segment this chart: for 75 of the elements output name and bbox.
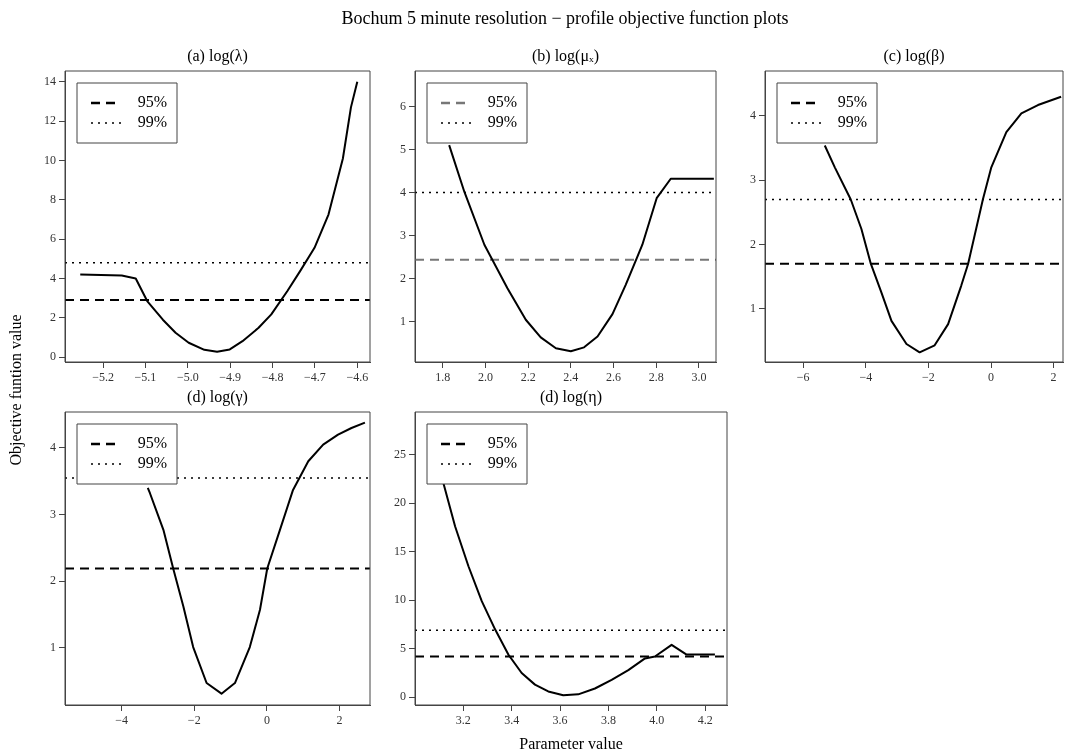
legend-label: 95%	[137, 93, 167, 111]
x-tick-label: 4.2	[697, 713, 713, 728]
y-tick-label: 3	[400, 227, 406, 242]
legend-label: 99%	[137, 113, 167, 131]
y-tick-label: 2	[50, 309, 56, 324]
y-tick-label: 4	[750, 108, 756, 123]
x-tick-label: −2	[922, 370, 935, 385]
x-tick-label: −4	[859, 370, 873, 385]
y-tick-label: 2	[750, 236, 756, 251]
y-tick-label: 1	[50, 639, 56, 654]
x-tick-label: 2	[336, 713, 343, 728]
x-tick-label: −5.0	[176, 370, 199, 385]
y-tick-label: 8	[50, 191, 56, 206]
y-tick-label: 12	[44, 113, 56, 128]
text: Bochum 5 minute resolution − profile objective function plots	[341, 8, 789, 29]
x-tick-label: 0	[988, 370, 994, 385]
legend-label: 99%	[487, 454, 517, 472]
legend-label: 99%	[137, 454, 167, 472]
legend-label: 95%	[837, 93, 867, 111]
y-tick-label: 1	[400, 314, 406, 329]
x-tick-label: −4.8	[261, 370, 284, 385]
x-tick-label: −5.2	[92, 370, 115, 385]
y-tick-label: 0	[50, 349, 56, 364]
x-tick-label: 2.0	[477, 370, 493, 385]
y-tick-label: 14	[44, 73, 56, 88]
y-tick-label: 4	[400, 184, 406, 199]
y-tick-label: 3	[750, 172, 756, 187]
y-tick-label: 10	[44, 152, 56, 167]
x-tick-label: −4.6	[346, 370, 369, 385]
y-tick-label: 15	[394, 543, 406, 558]
y-tick-label: 10	[394, 592, 406, 607]
chart-title: (d) log(η)	[539, 388, 603, 406]
x-tick-label: 0	[263, 713, 270, 728]
chart-title: (a) log(λ)	[187, 47, 248, 65]
chart-title: (b) log(μₓ)	[532, 47, 599, 65]
x-tick-label: 3.2	[455, 713, 471, 728]
legend-label: 95%	[487, 93, 517, 111]
chart-title: (d) log(γ)	[187, 388, 248, 406]
legend-label: 99%	[837, 113, 867, 131]
x-tick-label: −6	[796, 370, 810, 385]
x-tick-label: 3.6	[552, 713, 568, 728]
chart-title: (c) log(β)	[883, 47, 945, 65]
legend-label: 95%	[137, 434, 167, 452]
y-tick-label: 4	[50, 270, 56, 285]
legend-label: 95%	[487, 434, 517, 452]
x-axis-title: Parameter value	[519, 735, 623, 753]
y-tick-label: 25	[394, 446, 406, 461]
x-tick-label: −2	[187, 713, 201, 728]
y-tick-label: 4	[50, 440, 56, 455]
x-tick-label: 2	[1050, 370, 1057, 385]
x-tick-label: 4.0	[649, 713, 665, 728]
x-tick-label: 1.8	[435, 370, 451, 385]
x-tick-label: 3.0	[691, 370, 707, 385]
y-tick-label: 0	[400, 689, 406, 704]
y-tick-label: 2	[400, 270, 406, 285]
y-tick-label: 2	[50, 573, 56, 588]
x-tick-label: 2.6	[606, 370, 622, 385]
y-tick-label: 5	[400, 141, 406, 156]
x-tick-label: 3.8	[600, 713, 616, 728]
y-tick-label: 3	[50, 506, 56, 521]
x-tick-label: −5.1	[134, 370, 157, 385]
y-axis-title: Objective funtion value	[7, 314, 25, 466]
x-tick-label: 2.4	[563, 370, 579, 385]
x-tick-label: −4.9	[219, 370, 242, 385]
y-tick-label: 6	[400, 98, 406, 113]
y-tick-label: 20	[394, 495, 406, 510]
x-tick-label: −4.7	[304, 370, 326, 385]
y-tick-label: 5	[400, 640, 406, 655]
x-tick-label: 3.4	[504, 713, 520, 728]
x-tick-label: 2.2	[520, 370, 536, 385]
legend-label: 99%	[487, 113, 517, 131]
y-tick-label: 6	[50, 231, 56, 246]
x-tick-label: 2.8	[648, 370, 664, 385]
x-tick-label: −4	[115, 713, 129, 728]
y-tick-label: 1	[750, 300, 756, 315]
